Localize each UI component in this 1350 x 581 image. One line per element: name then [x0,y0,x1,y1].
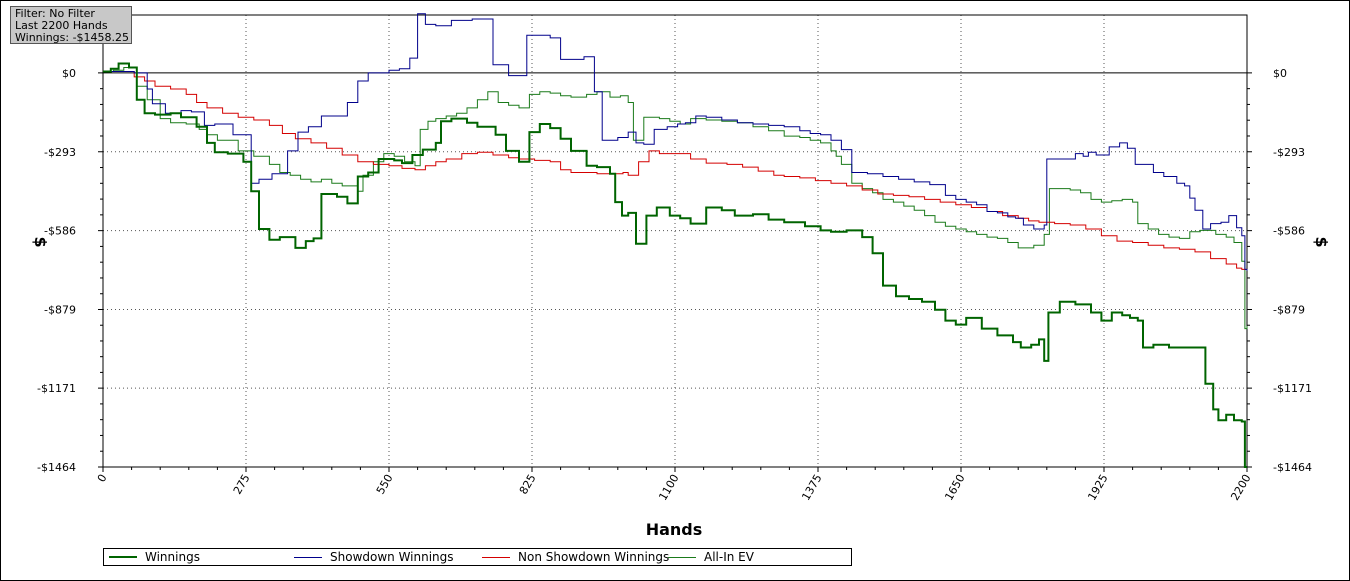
winnings-total-label: Winnings: -$1458.25 [15,31,130,44]
series-line-winnings [103,62,1247,468]
y-tick-label-right: -$1171 [1273,382,1312,395]
legend-swatch [668,556,696,558]
y-tick-label-left: $0 [62,67,76,80]
series-lines [103,13,1248,468]
x-tick-label: 0 [95,472,110,485]
x-tick-label: 1375 [799,472,824,503]
legend-swatch [109,556,137,558]
legend-item: Non Showdown Winnings [482,549,669,565]
hands-count-label: Last 2200 Hands [15,19,108,32]
plot-area-border [102,14,1248,468]
y-tick-label-right: -$879 [1273,304,1305,317]
y-tick-label-right: $0 [1273,67,1287,80]
x-tick-label: 825 [517,472,539,497]
x-axis-title: Hands [646,520,703,539]
chart-legend: Winnings Showdown Winnings Non Showdown Wi… [103,548,852,566]
series-line-non-showdown-winnings [103,71,1247,270]
x-tick-label: 2200 [1228,472,1253,503]
y-tick-label-right: -$1464 [1273,461,1312,474]
y-tick-label-right: -$293 [1273,146,1305,159]
legend-label: Showdown Winnings [330,550,454,564]
series-line-all-in-ev [103,67,1248,330]
x-tick-label: 550 [374,472,396,497]
legend-item: Winnings [109,549,200,565]
legend-swatch [482,556,510,558]
x-tick-label: 1925 [1085,472,1110,503]
tick-labels: 0 275 550 825 1100 1375 1650 1925 2200 $0 $0 -$293 -… [37,67,1312,503]
y-axis-title-right: $ [1312,236,1331,247]
legend-label: Winnings [145,550,200,564]
legend-label: All-In EV [704,550,754,564]
x-tick-label: 1650 [942,472,967,503]
y-tick-label-right: -$586 [1273,225,1305,238]
series-line-showdown-winnings [103,13,1248,271]
axes [98,14,1252,472]
legend-item: Showdown Winnings [294,549,454,565]
filter-label: Filter: No Filter [15,7,95,20]
y-tick-label-left: -$879 [44,304,76,317]
y-tick-label-left: -$1171 [37,382,76,395]
legend-label: Non Showdown Winnings [518,550,670,564]
y-tick-label-left: -$586 [44,225,76,238]
x-tick-label: 1100 [656,472,681,503]
filter-info-box: Filter: No Filter Last 2200 Hands Winnin… [10,6,132,44]
y-tick-label-left: -$1464 [37,461,76,474]
grid-lines [103,15,1247,467]
x-tick-label: 275 [231,472,253,497]
y-axis-title-left: $ [31,236,50,247]
legend-item: All-In EV [668,549,754,565]
legend-swatch [294,556,322,558]
y-tick-label-left: -$293 [44,146,76,159]
